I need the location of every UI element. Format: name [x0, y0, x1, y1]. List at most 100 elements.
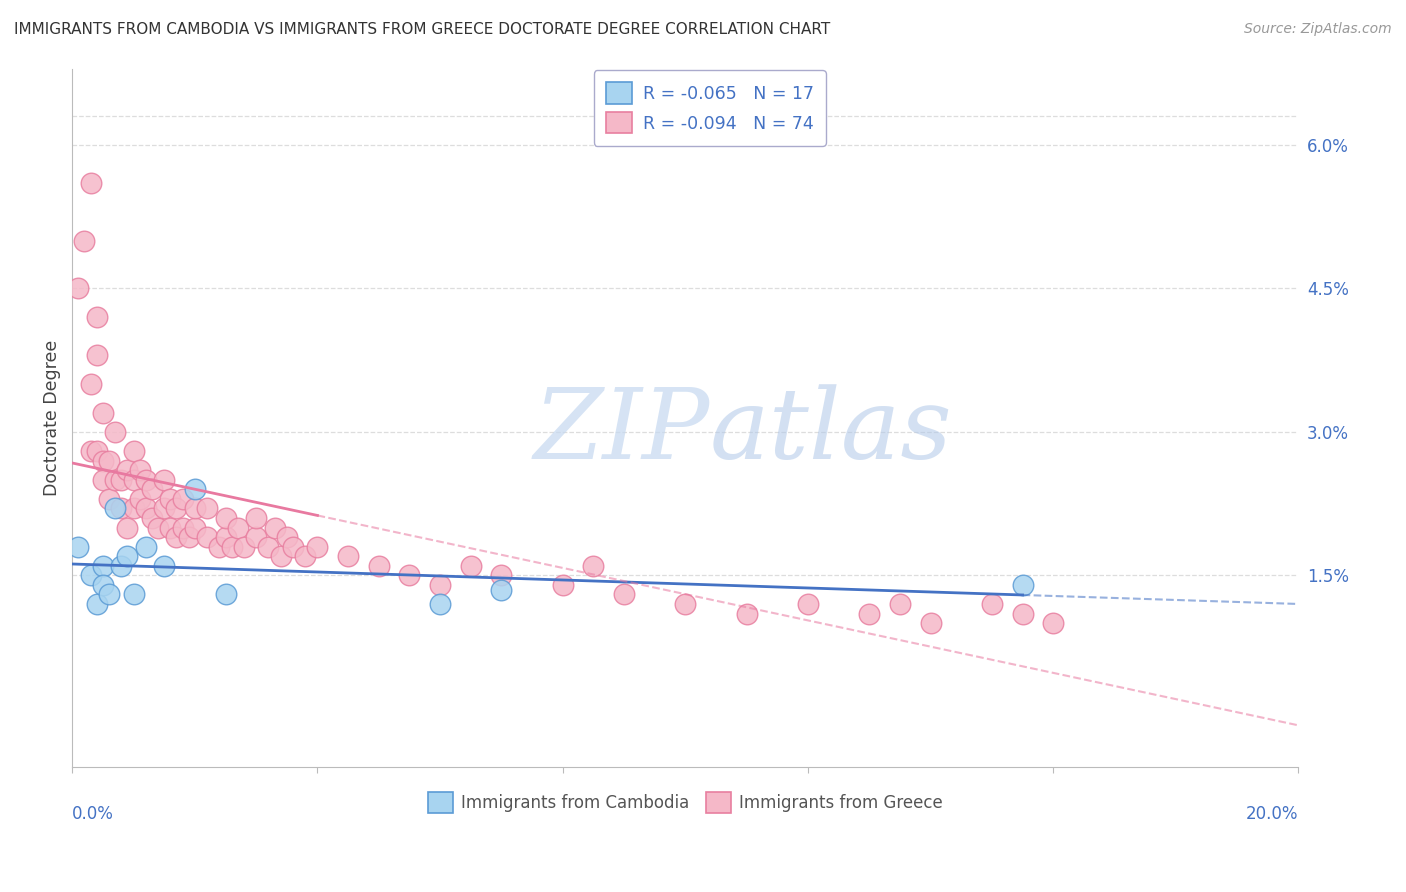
Point: [128, 463, 150, 477]
Point: [146, 520, 169, 534]
Text: Source: ZipAtlas.com: Source: ZipAtlas.com: [1244, 22, 1392, 37]
Point: [79, 444, 101, 458]
Point: [153, 501, 176, 516]
Point: [429, 578, 451, 592]
Point: [214, 530, 236, 544]
Point: [980, 597, 1002, 611]
Point: [135, 540, 157, 554]
Point: [214, 511, 236, 525]
Point: [141, 511, 163, 525]
Point: [79, 568, 101, 582]
Point: [1042, 616, 1064, 631]
Point: [270, 549, 292, 564]
Point: [79, 176, 101, 190]
Point: [172, 520, 194, 534]
Point: [184, 520, 207, 534]
Point: [104, 425, 127, 439]
Point: [91, 558, 114, 573]
Point: [889, 597, 911, 611]
Point: [184, 501, 207, 516]
Point: [141, 483, 163, 497]
Point: [117, 549, 139, 564]
Text: ZIP: ZIP: [534, 384, 710, 479]
Point: [232, 540, 254, 554]
Point: [177, 530, 200, 544]
Point: [460, 558, 482, 573]
Point: [79, 377, 101, 392]
Point: [858, 607, 880, 621]
Point: [91, 578, 114, 592]
Point: [110, 501, 132, 516]
Point: [98, 453, 121, 467]
Point: [166, 530, 188, 544]
Point: [613, 587, 636, 601]
Point: [337, 549, 360, 564]
Point: [208, 540, 231, 554]
Text: 0.0%: 0.0%: [72, 805, 114, 823]
Point: [491, 568, 513, 582]
Point: [91, 406, 114, 420]
Point: [307, 540, 329, 554]
Point: [159, 520, 181, 534]
Point: [920, 616, 942, 631]
Y-axis label: Doctorate Degree: Doctorate Degree: [44, 340, 60, 496]
Point: [281, 540, 304, 554]
Point: [122, 473, 145, 487]
Point: [172, 491, 194, 506]
Text: 20.0%: 20.0%: [1246, 805, 1299, 823]
Point: [110, 558, 132, 573]
Point: [110, 473, 132, 487]
Point: [91, 453, 114, 467]
Point: [221, 540, 243, 554]
Point: [294, 549, 316, 564]
Point: [91, 473, 114, 487]
Point: [195, 501, 218, 516]
Point: [117, 463, 139, 477]
Point: [86, 444, 108, 458]
Point: [245, 511, 267, 525]
Point: [184, 483, 207, 497]
Point: [257, 540, 280, 554]
Point: [104, 501, 127, 516]
Point: [1011, 578, 1033, 592]
Point: [153, 558, 176, 573]
Point: [135, 501, 157, 516]
Point: [86, 310, 108, 325]
Point: [86, 348, 108, 362]
Point: [166, 501, 188, 516]
Point: [797, 597, 820, 611]
Legend: R = -0.065   N = 17, R = -0.094   N = 74: R = -0.065 N = 17, R = -0.094 N = 74: [593, 70, 825, 145]
Point: [159, 491, 181, 506]
Point: [263, 520, 285, 534]
Point: [214, 587, 236, 601]
Point: [673, 597, 696, 611]
Point: [98, 587, 121, 601]
Point: [73, 234, 96, 248]
Point: [122, 444, 145, 458]
Point: [582, 558, 605, 573]
Point: [86, 597, 108, 611]
Point: [153, 473, 176, 487]
Point: [104, 473, 127, 487]
Point: [276, 530, 298, 544]
Point: [135, 473, 157, 487]
Text: IMMIGRANTS FROM CAMBODIA VS IMMIGRANTS FROM GREECE DOCTORATE DEGREE CORRELATION : IMMIGRANTS FROM CAMBODIA VS IMMIGRANTS F…: [14, 22, 831, 37]
Point: [122, 501, 145, 516]
Point: [226, 520, 249, 534]
Point: [67, 540, 90, 554]
Point: [128, 491, 150, 506]
Point: [367, 558, 389, 573]
Point: [429, 597, 451, 611]
Point: [1011, 607, 1033, 621]
Point: [491, 582, 513, 597]
Point: [735, 607, 758, 621]
Point: [398, 568, 420, 582]
Point: [551, 578, 574, 592]
Text: atlas: atlas: [710, 384, 953, 479]
Point: [98, 491, 121, 506]
Point: [117, 520, 139, 534]
Point: [195, 530, 218, 544]
Point: [245, 530, 267, 544]
Point: [122, 587, 145, 601]
Point: [67, 281, 90, 295]
